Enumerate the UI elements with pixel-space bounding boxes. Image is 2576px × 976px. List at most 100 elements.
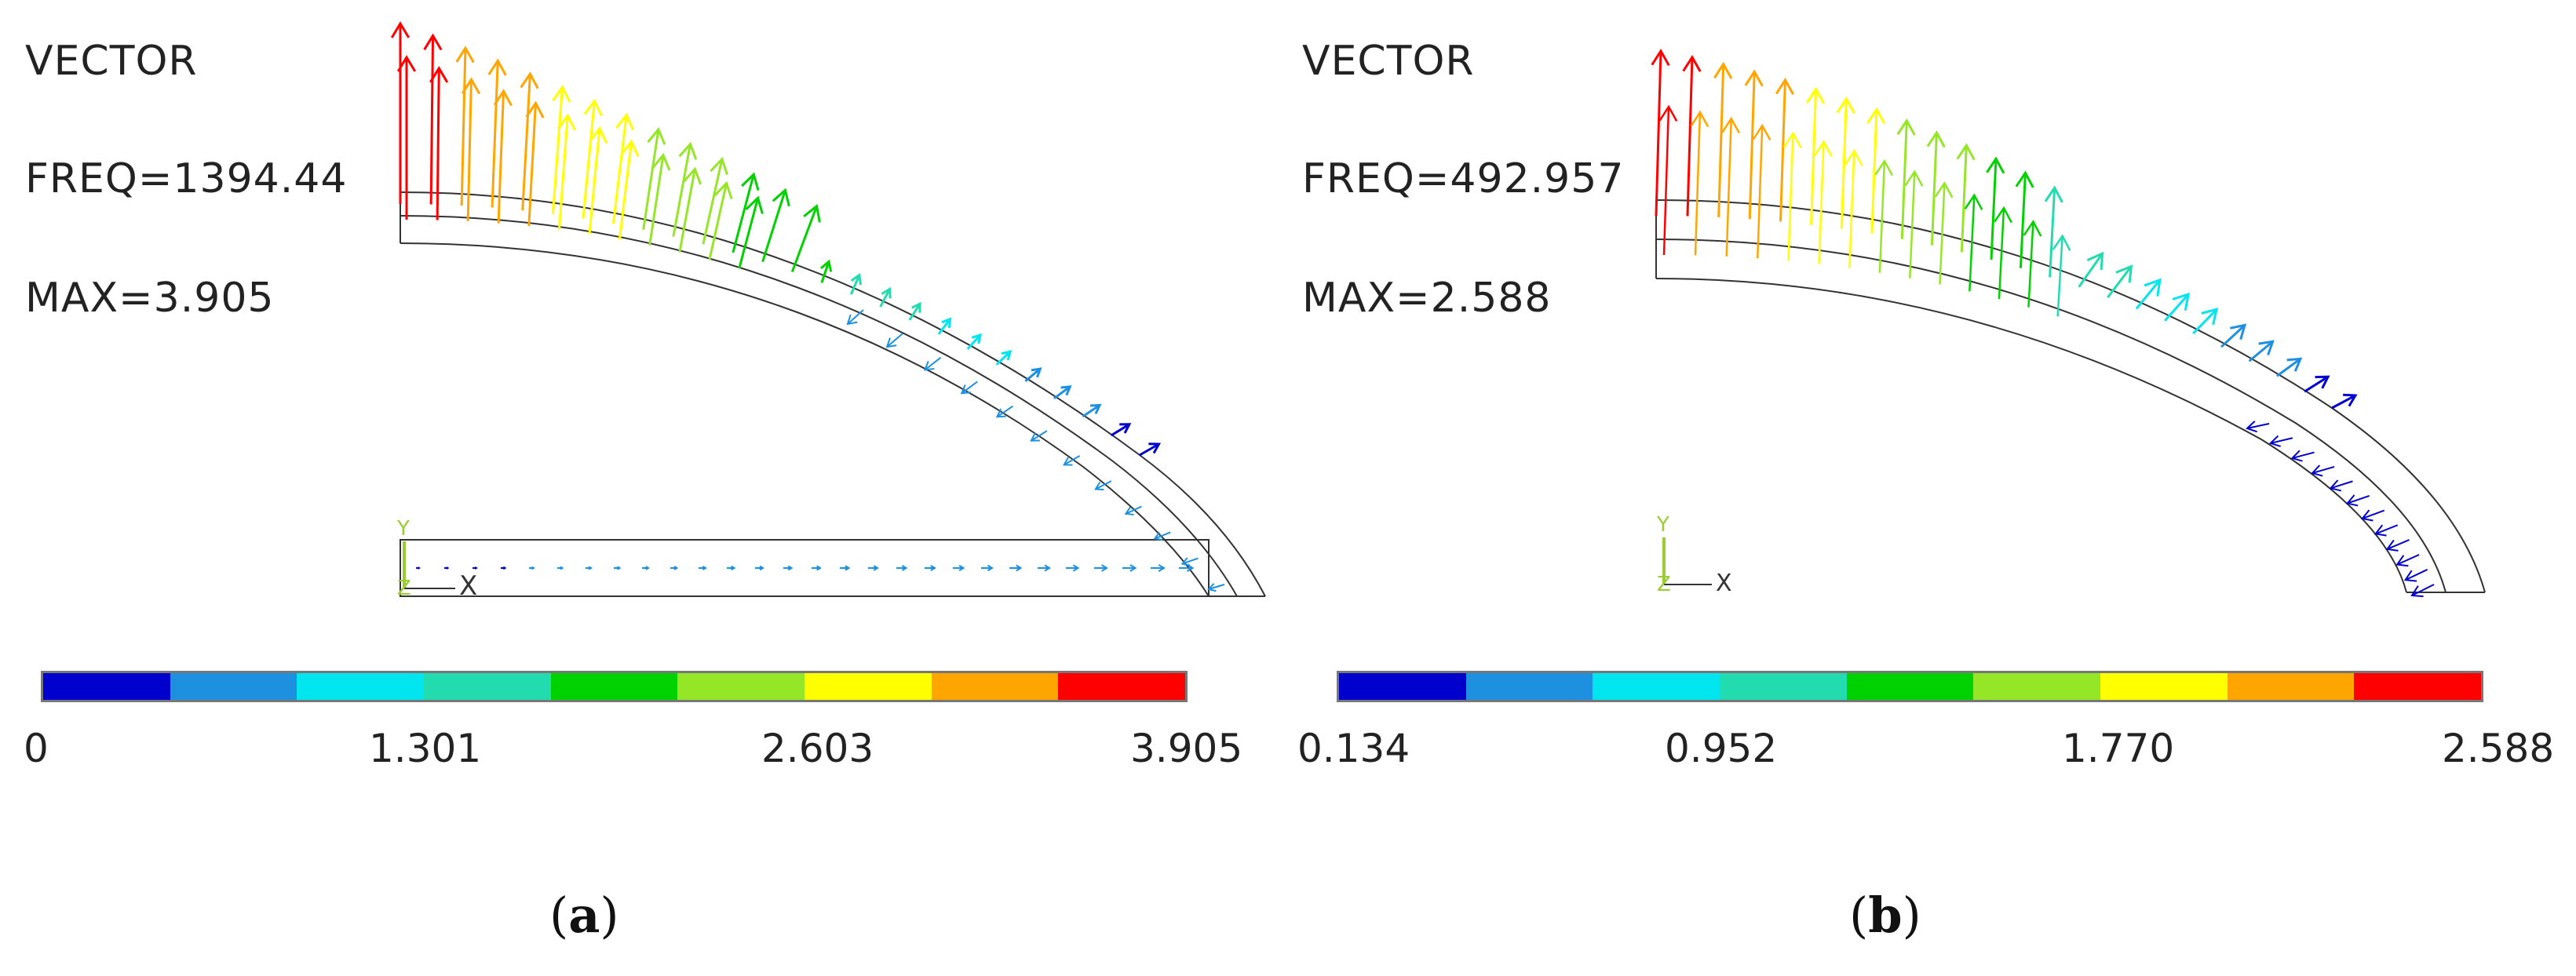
arrow-a-base-3-head — [502, 566, 507, 570]
arrow-a-arc-6-head — [1063, 457, 1073, 466]
arrow-a-top-2 — [460, 48, 467, 206]
vector-arrows-a — [390, 21, 1225, 592]
legend-tick-b-0: 0.134 — [1297, 726, 1410, 771]
arrow-a-top2-0-head — [396, 55, 417, 72]
arrow-a-arc-4-head — [995, 408, 1006, 418]
arrow-a-top2-11 — [738, 197, 760, 269]
vector-plot-a: Y Z X — [390, 21, 1266, 602]
arrow-a-top-18 — [937, 318, 951, 335]
arrow-a-arc-9-head — [1153, 531, 1163, 541]
arrow-a-top-22 — [1053, 385, 1071, 400]
arrow-b-top-19-head — [2230, 323, 2247, 341]
arrow-a-top-23-head — [1089, 403, 1102, 415]
arrow-b-top-11 — [1990, 158, 1998, 260]
arrow-a-top-3-head — [487, 58, 507, 76]
arrow-b-top-6-head — [1836, 97, 1855, 115]
arrow-b-top-17-head — [2172, 292, 2191, 311]
arrow-b-mid-8 — [1909, 171, 1916, 279]
arrow-a-top-5 — [551, 87, 564, 214]
vector-plot-b: Y Z X — [1651, 49, 2486, 598]
arrow-b-mid-0-head — [1658, 104, 1678, 122]
arrow-a-top-17 — [908, 303, 921, 321]
panel-a: VECTOR FREQ=1394.44 MAX=3.905 Y Z X 0 1.… — [24, 21, 1266, 944]
arrow-b-top-7-head — [1866, 107, 1886, 125]
arrow-a-top-5-head — [552, 85, 571, 103]
arrow-a-top2-10 — [708, 183, 728, 260]
caption-a: (a) — [549, 887, 619, 944]
panel-b: VECTOR FREQ=492.957 MAX=2.588 Y Z X 0.13… — [1288, 0, 2576, 976]
arrow-b-top-3-head — [1744, 69, 1764, 87]
arrow-a-top2-8-head — [651, 152, 671, 171]
arrow-b-top-14 — [2078, 253, 2103, 288]
arrow-a-top2-3-head — [493, 89, 513, 107]
arrow-a-base-8-head — [645, 566, 650, 570]
freq-label-b: FREQ=492.957 — [1302, 155, 1625, 202]
arrow-b-top-13-head — [2044, 185, 2063, 203]
legend-segment-a-4 — [550, 673, 678, 700]
arrow-b-top-12 — [2019, 173, 2027, 268]
arrow-a-base-7-head — [616, 566, 622, 570]
arrow-a-base-13-head — [787, 565, 794, 571]
arrow-b-mid-9 — [1939, 183, 1946, 285]
arrow-b-mid-2 — [1725, 118, 1732, 257]
arrow-b-top-16-head — [2144, 278, 2162, 297]
arrow-a-top-7-head — [615, 112, 635, 131]
mesh-outline-a — [400, 191, 1266, 597]
legend-segment-a-8 — [1058, 673, 1186, 700]
legend-segment-b-1 — [1465, 673, 1593, 700]
arrow-b-top-16 — [2135, 279, 2162, 310]
arrow-b-arc-10 — [2405, 569, 2428, 581]
arrow-b-top-1 — [1686, 56, 1694, 217]
arrow-b-mid-7 — [1878, 161, 1886, 273]
arrow-b-arc-5-head — [2345, 494, 2359, 507]
inner-arc-a — [400, 242, 1210, 597]
arrow-a-arc-11 — [1208, 584, 1225, 590]
arrow-a-base-12-head — [759, 565, 764, 571]
arrow-a-base-9-head — [673, 566, 679, 570]
axis-triad-b: Y Z X — [1656, 513, 1732, 597]
arrow-a-top-19-head — [971, 333, 982, 344]
arrow-b-arc-1-head — [2268, 435, 2281, 447]
arrow-b-mid-13-head — [2052, 234, 2071, 251]
arrow-a-base-20-head — [987, 564, 994, 572]
arrow-a-top-4 — [521, 74, 531, 211]
arrow-a-base-23-head — [1072, 564, 1080, 572]
vector-arrows-b — [1651, 49, 2435, 598]
arrow-a-top-10-head — [710, 156, 728, 176]
arrow-a-top2-9-head — [683, 166, 702, 185]
arrow-a-top2-6-head — [589, 126, 608, 144]
arrow-b-top-2 — [1717, 64, 1725, 217]
arrow-a-arc-1-head — [885, 337, 897, 348]
arrow-b-top-5 — [1810, 89, 1818, 225]
arrow-b-top-6 — [1840, 98, 1848, 229]
legend-segment-a-2 — [297, 673, 425, 700]
arrow-a-top-1 — [429, 35, 435, 205]
arrow-b-arc-4 — [2330, 480, 2353, 490]
arrow-b-arc-9 — [2396, 554, 2420, 566]
max-label-b: MAX=2.588 — [1302, 275, 1552, 322]
arrow-b-arc-0-head — [2246, 421, 2257, 433]
arrow-b-mid-6-head — [1844, 149, 1863, 166]
arrow-b-top-15 — [2107, 265, 2133, 299]
legend-segment-b-4 — [1846, 673, 1974, 700]
arrow-a-top2-7-head — [620, 139, 640, 158]
arrow-a-top-21 — [1024, 367, 1042, 382]
arrow-a-base-10-head — [702, 565, 707, 571]
arrow-b-top-4 — [1779, 79, 1787, 222]
arrow-a-arc-11-head — [1207, 583, 1217, 592]
arrow-a-top2-8 — [648, 155, 665, 246]
arrow-b-mid-4 — [1787, 133, 1794, 261]
arrow-b-arc-6 — [2362, 509, 2385, 519]
arrow-a-top-9-head — [678, 141, 698, 160]
legend-segment-b-2 — [1593, 673, 1720, 700]
caption-letter-b: b — [1868, 887, 1903, 944]
arrow-a-top-6 — [582, 100, 596, 219]
arrow-a-base-5-head — [560, 566, 564, 570]
arrow-a-top-15 — [849, 274, 861, 295]
arrow-b-mid-0 — [1662, 106, 1670, 256]
arrow-b-top-10-head — [1956, 143, 1976, 161]
arrow-a-top-19 — [966, 333, 982, 350]
arrow-b-arc-5 — [2347, 494, 2370, 504]
legend-segment-b-6 — [2100, 673, 2228, 700]
legend-segment-b-3 — [1720, 673, 1847, 700]
